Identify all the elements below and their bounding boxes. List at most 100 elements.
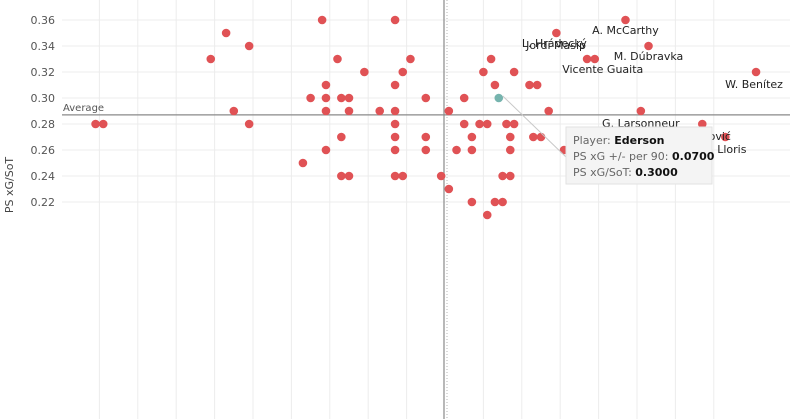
data-point[interactable]: [390, 106, 400, 116]
tooltip-key: Player:: [573, 134, 614, 147]
data-point[interactable]: [697, 119, 707, 129]
y-tick-label: 0.32: [31, 66, 56, 79]
tooltip: Player: Ederson PS xG +/- per 90: 0.0700…: [502, 95, 715, 185]
data-point[interactable]: [482, 119, 492, 129]
y-tick-label: 0.26: [31, 144, 56, 157]
data-point[interactable]: [390, 145, 400, 155]
point-label: H. Lloris: [702, 143, 747, 156]
data-point[interactable]: [502, 119, 511, 129]
data-point[interactable]: [444, 106, 454, 116]
data-point[interactable]: [444, 184, 454, 194]
tooltip-value: Ederson: [614, 134, 664, 147]
data-point[interactable]: [590, 54, 600, 64]
data-point[interactable]: [344, 93, 354, 103]
tooltip-key: PS xG/SoT:: [573, 166, 635, 179]
data-point[interactable]: [552, 28, 561, 38]
point-label: A. McCarthy: [592, 24, 659, 37]
data-point[interactable]: [344, 171, 354, 181]
data-point[interactable]: [532, 80, 542, 90]
data-point[interactable]: [244, 41, 254, 51]
data-point[interactable]: [321, 145, 331, 155]
data-point[interactable]: [390, 15, 400, 25]
data-point[interactable]: [509, 119, 519, 129]
data-point[interactable]: [509, 67, 519, 77]
point-label: L. Hrádecký: [522, 37, 587, 50]
data-point[interactable]: [321, 106, 331, 116]
data-point[interactable]: [360, 67, 369, 77]
point-label: M. Dúbravka: [614, 50, 684, 63]
point-label: Vicente Guaita: [562, 63, 643, 76]
y-tick-label: 0.34: [31, 40, 56, 53]
data-point[interactable]: [398, 67, 408, 77]
data-point[interactable]: [525, 80, 534, 90]
data-point[interactable]: [398, 171, 408, 181]
reference-lines: Average: [62, 0, 790, 419]
data-point[interactable]: [536, 132, 546, 142]
data-point[interactable]: [390, 119, 400, 129]
data-point[interactable]: [452, 145, 461, 155]
data-point[interactable]: [321, 93, 331, 103]
data-point[interactable]: [505, 145, 515, 155]
data-point[interactable]: [390, 132, 400, 142]
data-point[interactable]: [467, 145, 477, 155]
data-point[interactable]: [582, 54, 592, 64]
data-point[interactable]: [221, 28, 231, 38]
data-point[interactable]: [644, 41, 653, 51]
tooltip-row-xg-per-90: PS xG +/- per 90: 0.0700: [573, 150, 715, 163]
tooltip-box: [565, 126, 713, 185]
data-point[interactable]: [337, 171, 346, 181]
data-point[interactable]: [475, 119, 484, 129]
y-axis-title: PS xG/SoT: [3, 157, 16, 214]
data-point[interactable]: [321, 80, 331, 90]
tooltip-key: PS xG +/- per 90:: [573, 150, 672, 163]
data-point[interactable]: [459, 119, 469, 129]
data-point[interactable]: [333, 54, 342, 64]
data-point[interactable]: [436, 171, 446, 181]
data-point[interactable]: [317, 15, 327, 25]
data-point[interactable]: [467, 197, 477, 207]
data-point[interactable]: [390, 171, 400, 181]
data-point[interactable]: [298, 158, 308, 168]
data-point[interactable]: [621, 15, 630, 25]
data-point[interactable]: [490, 80, 500, 90]
data-point[interactable]: [467, 132, 477, 142]
data-point[interactable]: [337, 132, 346, 142]
y-tick-label: 0.28: [31, 118, 56, 131]
data-point[interactable]: [636, 106, 646, 116]
tooltip-value: 0.3000: [635, 166, 678, 179]
data-point[interactable]: [337, 93, 346, 103]
data-point[interactable]: [206, 54, 216, 64]
data-point[interactable]: [421, 145, 431, 155]
data-point[interactable]: [344, 106, 354, 116]
point-label: Jordi Masip: [525, 39, 586, 52]
data-point[interactable]: [98, 119, 108, 129]
data-point[interactable]: [505, 132, 515, 142]
point-labels: A. McCarthy L. Hrádecký M. Dúbravka Jordi M…: [522, 24, 783, 156]
data-point[interactable]: [486, 54, 496, 64]
data-point[interactable]: [91, 119, 100, 129]
tooltip-row-player: Player: Ederson: [573, 134, 664, 147]
data-point[interactable]: [375, 106, 385, 116]
data-point[interactable]: [244, 119, 254, 129]
data-point[interactable]: [490, 197, 500, 207]
point-label: W. Benítez: [725, 78, 783, 91]
data-point[interactable]: [406, 54, 415, 64]
data-point[interactable]: [421, 93, 431, 103]
data-point[interactable]: [306, 93, 315, 103]
data-point[interactable]: [751, 67, 761, 77]
data-point[interactable]: [498, 171, 507, 181]
data-point[interactable]: [459, 93, 469, 103]
data-point[interactable]: [529, 132, 538, 142]
highlighted-point[interactable]: [494, 93, 504, 103]
data-point[interactable]: [544, 106, 553, 116]
data-point[interactable]: [390, 80, 400, 90]
data-point[interactable]: [721, 132, 730, 142]
data-point[interactable]: [498, 197, 507, 207]
data-point[interactable]: [421, 132, 431, 142]
y-tick-label: 0.22: [31, 196, 56, 209]
data-point[interactable]: [505, 171, 515, 181]
data-point[interactable]: [482, 210, 492, 220]
data-point[interactable]: [229, 106, 239, 116]
data-point[interactable]: [479, 67, 488, 77]
